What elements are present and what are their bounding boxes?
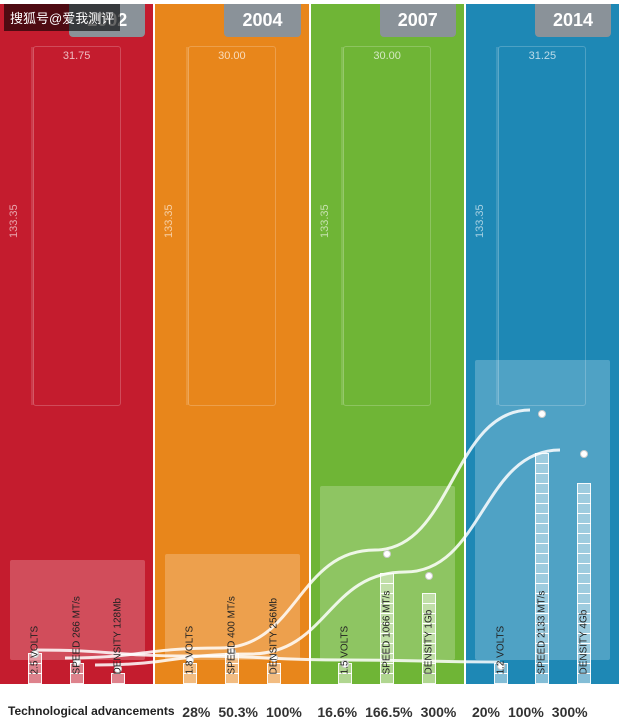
bar-label: SPEED 2133 MT/s [537,591,548,675]
module-height-label: 133.35 [319,204,331,238]
pct-group: 20% 100% 300% [472,704,588,720]
pct-value: 300% [421,704,457,720]
bar-label: 1.5 VOLTS [340,626,351,675]
pct-value: 100% [266,704,302,720]
generation-label: DDR2 [303,124,311,248]
bar-label: DENSITY 128Mb [113,598,124,675]
bar-group-container: 1.8 VOLTS SPEED 400 MT/s DENSITY 256Mb [159,304,304,684]
bar-label: 2.5 VOLTS [29,626,40,675]
columns-container: 200231.75133.35DDR2.5 VOLTSSPEED 266 MT/… [0,4,619,684]
bar-label: SPEED 266 MT/s [71,596,82,674]
generation-column: 2014 31.25 133.35 DDR4 1.2 VOLTS SPEED 2133 M… [466,4,619,684]
column-body: 30.00133.35DDR21.8 VOLTSSPEED 400 MT/sDE… [159,38,304,684]
bar-stack [111,674,125,684]
bar-label: SPEED 400 MT/s [226,596,237,674]
pct-value: 166.5% [365,704,412,720]
generation-column: 2007 30.00 133.35 DDR3 1.5 VOLTS SPEED 1066 M… [311,4,466,684]
bar-group-container: 2.5 VOLTS SPEED 266 MT/s DENSITY 128Mb [4,304,149,684]
module-height-label: 133.35 [8,204,20,238]
stack-cell [338,673,352,684]
column-body: 31.25133.35DDR41.2 VOLTSSPEED 2133 MT/sD… [470,38,615,684]
stack-cell [380,673,394,684]
generation-label: DDR3 [458,124,466,248]
bar-group: 1.8 VOLTS [183,660,197,684]
stack-cell [267,673,281,684]
watermark: 搜狐号@爱我测评 [4,4,120,31]
stack-cell [422,673,436,684]
bar-label: DENSITY 1Gb [423,610,434,675]
bar-group: 1.5 VOLTS [338,664,352,684]
stack-cell [111,673,125,684]
generation-label: DDR4 [613,124,619,248]
bar-marker-dot [580,450,588,458]
bar-group-container: 1.2 VOLTS SPEED 2133 MT/s DENSITY 4Gb [470,304,615,684]
year-tab: 2007 [380,4,456,37]
stack-cell [28,673,42,684]
percentages-row: 28% 50.3% 100% 16.6% 166.5% 300% 20% 100% 300% [175,688,612,720]
pct-value: 100% [508,704,544,720]
pct-value: 300% [552,704,588,720]
module-width-label: 31.25 [529,50,557,62]
stack-cell [183,673,197,684]
generation-column: 2004 30.00 133.35 DDR2 1.8 VOLTS SPEED 400 MT… [155,4,310,684]
stack-cell [535,673,549,684]
bar-group: DENSITY 1Gb [422,576,436,684]
bar-group: DENSITY 256Mb [267,658,281,684]
bar-group: DENSITY 128Mb [111,669,125,684]
pct-value: 50.3% [218,704,258,720]
module-width-label: 30.00 [218,50,246,62]
module-height-label: 133.35 [474,204,486,238]
bar-marker-dot [425,572,433,580]
generation-label: DDR [147,124,155,222]
module-width-label: 30.00 [373,50,401,62]
bar-group-container: 1.5 VOLTS SPEED 1066 MT/s DENSITY 1Gb [315,304,460,684]
bar-group: SPEED 266 MT/s [70,662,84,684]
column-body: 31.75133.35DDR2.5 VOLTSSPEED 266 MT/sDEN… [4,38,149,684]
bar-group: SPEED 1066 MT/s [380,554,394,684]
module-height-label: 133.35 [163,204,175,238]
module-width-label: 31.75 [63,50,91,62]
footer-label: Technological advancements [8,688,175,718]
ddr-evolution-chart: 搜狐号@爱我测评 200231.75133.35DDR2.5 VOLTSSPEE… [0,0,619,726]
pct-group: 28% 50.3% 100% [182,704,302,720]
bar-group: 1.2 VOLTS [494,666,508,684]
bar-label: SPEED 1066 MT/s [382,591,393,675]
year-tab: 2014 [535,4,611,37]
bar-marker-dot [538,410,546,418]
bar-group: SPEED 2133 MT/s [535,414,549,684]
column-body: 30.00133.35DDR31.5 VOLTSSPEED 1066 MT/sD… [315,38,460,684]
bar-label: 1.2 VOLTS [495,626,506,675]
stack-cell [225,673,239,684]
stack-cell [70,673,84,684]
pct-value: 28% [182,704,210,720]
bar-group: SPEED 400 MT/s [225,652,239,684]
stack-cell [494,673,508,684]
pct-group: 16.6% 166.5% 300% [317,704,456,720]
generation-column: 200231.75133.35DDR2.5 VOLTSSPEED 266 MT/… [0,4,155,684]
bar-group: DENSITY 4Gb [577,454,591,684]
bar-label: DENSITY 4Gb [579,610,590,675]
pct-value: 16.6% [317,704,357,720]
bar-label: 1.8 VOLTS [185,626,196,675]
bar-group: 2.5 VOLTS [28,654,42,684]
stack-cell [577,673,591,684]
footer: Technological advancements 28% 50.3% 100% 1… [0,684,619,726]
pct-value: 20% [472,704,500,720]
year-tab: 2004 [224,4,300,37]
bar-label: DENSITY 256Mb [268,598,279,675]
bar-marker-dot [383,550,391,558]
